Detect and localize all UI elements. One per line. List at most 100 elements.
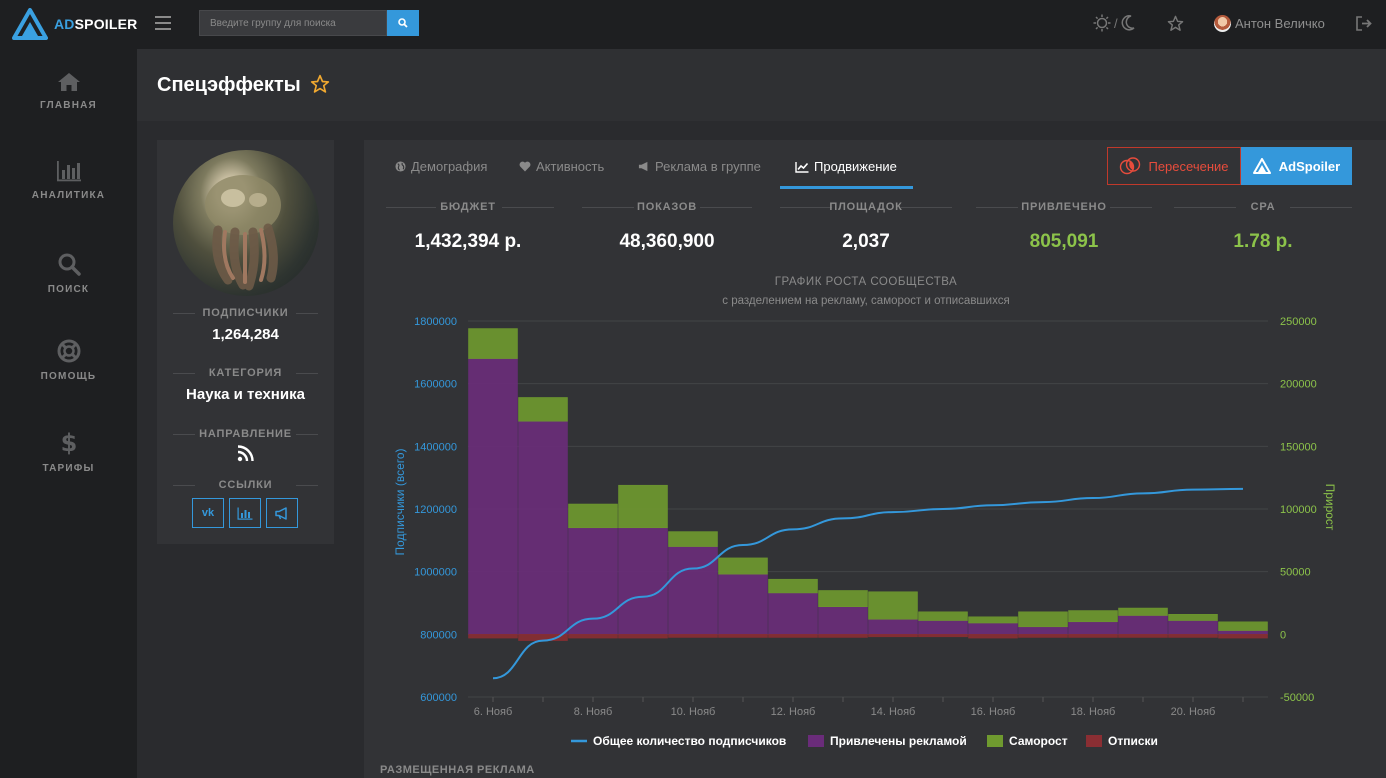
search-icon [398,18,408,28]
bar-right-12[interactable] [1068,621,1118,635]
bar-right-8[interactable] [868,591,918,620]
bar-right-15[interactable] [1218,621,1268,631]
sidebar-item-tariffs[interactable]: $ ТАРИФЫ [0,429,137,474]
stat-label-budget: БЮДЖЕТ [440,201,496,213]
legend-item[interactable]: Общее количество подписчиков [593,734,786,748]
sidebar-item-label: ПОИСК [47,284,90,295]
search-input[interactable] [199,10,387,36]
bar-right-4[interactable] [668,531,718,547]
search-button[interactable] [387,10,419,36]
links-label: ССЫЛКИ [173,479,318,491]
bar-right-14[interactable] [1168,614,1218,621]
svg-text:$: $ [61,429,77,455]
bar-right-5[interactable] [718,557,768,575]
legend-item[interactable]: Саморост [1009,734,1068,748]
stat-label-impressions: ПОКАЗОВ [637,201,697,213]
menu-toggle-icon[interactable] [155,16,171,30]
legend-item[interactable]: Отписки [1108,734,1158,748]
direction-label: НАПРАВЛЕНИЕ [173,428,318,440]
legend-item[interactable]: Привлечены рекламой [830,734,967,748]
intersection-button[interactable]: Пересечение [1107,147,1241,185]
y-axis-right-title: Прирост [1323,484,1337,531]
bar-right-13[interactable] [1118,615,1168,635]
bar-right-5[interactable] [718,634,768,638]
y-right-tick-label: 150000 [1280,441,1317,453]
bar-right-10[interactable] [968,616,1018,624]
dollar-icon: $ [61,429,77,455]
bar-right-12[interactable] [1068,610,1118,623]
bar-right-7[interactable] [818,590,868,608]
bar-right-1[interactable] [518,397,568,422]
bar-right-2[interactable] [568,527,618,635]
favorites-button[interactable] [1167,15,1184,37]
logout-icon [1356,16,1372,31]
home-icon [57,73,80,91]
bar-right-14[interactable] [1168,620,1218,635]
series-line-total-subscribers[interactable] [492,487,1244,680]
logo[interactable]: ADSPOILER [12,8,137,40]
bar-right-6[interactable] [768,592,818,635]
tab-demography[interactable]: Демография [395,159,487,174]
y-right-tick-label: 200000 [1280,379,1317,391]
bar-right-9[interactable] [918,620,968,635]
bar-right-0[interactable] [468,358,518,635]
tab-activity[interactable]: Активность [519,159,604,174]
bar-right-11[interactable] [1018,611,1068,628]
bar-right-6[interactable] [768,578,818,594]
tab-promotion[interactable]: Продвижение [795,159,897,174]
bar-right-7[interactable] [818,606,868,635]
avatar [1214,15,1231,32]
bar-right-0[interactable] [468,328,518,359]
bar-right-8[interactable] [868,634,918,638]
bar-right-9[interactable] [918,611,968,621]
bar-right-14[interactable] [1168,634,1218,638]
stats-link-button[interactable] [229,498,261,528]
bar-right-9[interactable] [918,634,968,638]
bar-chart-icon [56,161,81,182]
logout-button[interactable] [1356,16,1372,36]
bar-right-2[interactable] [568,503,618,529]
sidebar-item-home[interactable]: ГЛАВНАЯ [0,72,137,111]
active-tab-indicator [780,186,913,189]
x-tick-label: 18. Нояб [1071,706,1116,718]
search-icon [58,253,81,276]
favorite-star-icon[interactable] [310,74,330,94]
bar-right-12[interactable] [1068,634,1118,638]
bar-right-7[interactable] [818,634,868,638]
bar-right-13[interactable] [1118,634,1168,638]
bar-right-11[interactable] [1018,626,1068,635]
user-menu[interactable]: Антон Величко [1214,15,1325,32]
sidebar-item-help[interactable]: ПОМОЩЬ [0,339,137,382]
bar-right-5[interactable] [718,573,768,635]
adspoiler-button[interactable]: AdSpoiler [1241,147,1352,185]
sidebar-item-search[interactable]: ПОИСК [0,252,137,295]
bar-right-4[interactable] [668,546,718,635]
bar-right-11[interactable] [1018,634,1068,638]
bar-right-3[interactable] [618,484,668,529]
vk-link-button[interactable]: vk [192,498,224,528]
bar-right-4[interactable] [668,634,718,638]
bar-right-15[interactable] [1218,630,1268,635]
bar-right-2[interactable] [568,634,618,639]
bar-right-3[interactable] [618,634,668,639]
sidebar-item-label: ГЛАВНАЯ [40,100,97,111]
divider [900,207,952,208]
y-left-tick-label: 1000000 [414,567,457,579]
bar-right-10[interactable] [968,622,1018,635]
bar-right-0[interactable] [468,634,518,639]
tab-group-ads[interactable]: Реклама в группе [638,159,761,174]
bar-right-3[interactable] [618,527,668,635]
vk-icon: vk [201,507,215,519]
divider [582,207,634,208]
bar-right-15[interactable] [1218,634,1268,639]
bar-right-1[interactable] [518,421,568,635]
subscribers-value: 1,264,284 [212,326,279,343]
bar-right-8[interactable] [868,619,918,635]
bar-right-13[interactable] [1118,607,1168,616]
bar-right-6[interactable] [768,634,818,638]
theme-toggle[interactable]: / [1093,14,1135,32]
divider [780,207,832,208]
ads-link-button[interactable] [266,498,298,528]
bar-right-10[interactable] [968,634,1018,639]
sidebar-item-analytics[interactable]: АНАЛИТИКА [0,160,137,201]
